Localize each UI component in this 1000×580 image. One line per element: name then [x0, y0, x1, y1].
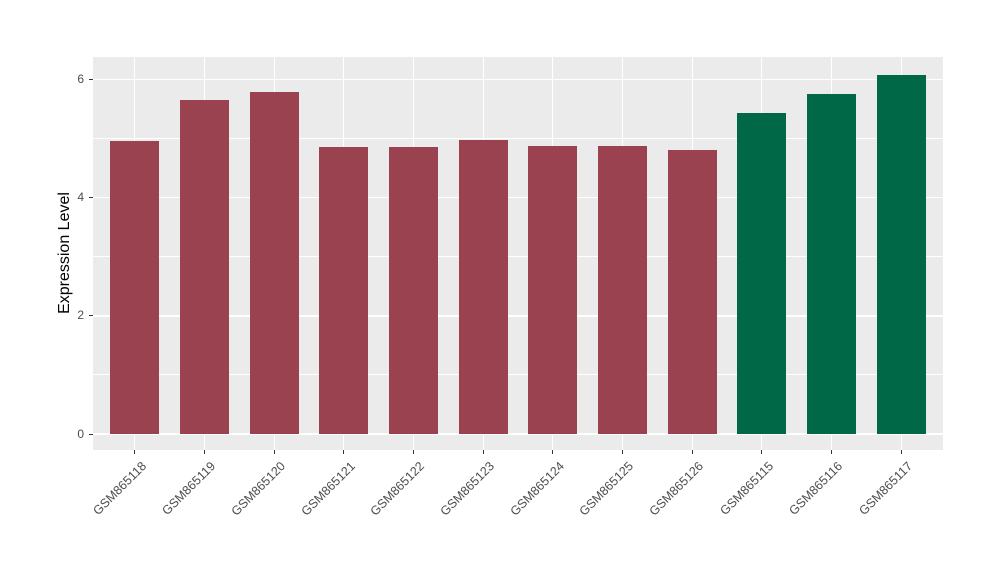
bar-GSM865119	[180, 99, 229, 435]
x-tick	[343, 450, 345, 454]
bar-GSM865126	[667, 149, 717, 435]
bar-GSM865117	[876, 74, 926, 435]
x-tick-label: GSM865125	[576, 459, 637, 519]
x-tick-label: GSM865126	[646, 459, 707, 519]
y-tick	[89, 433, 93, 435]
x-tick	[203, 450, 206, 454]
major-gridline	[93, 315, 943, 317]
y-tick	[89, 197, 93, 199]
minor-gridline	[93, 138, 943, 139]
y-tick-label: 4	[77, 190, 84, 205]
x-tick	[761, 450, 763, 454]
bar-GSM865121	[319, 147, 369, 435]
bar-GSM865123	[458, 139, 508, 435]
major-gridline	[93, 196, 943, 199]
major-gridline	[93, 433, 943, 435]
bar-GSM865116	[807, 93, 856, 435]
x-tick-label: GSM865117	[856, 459, 916, 518]
x-tick	[482, 450, 484, 454]
bar-GSM865125	[598, 145, 647, 435]
y-tick	[89, 78, 93, 81]
x-tick	[622, 450, 624, 454]
x-tick-label: GSM865121	[298, 459, 358, 519]
x-tick	[831, 450, 833, 454]
x-tick	[412, 450, 415, 454]
y-tick-label: 2	[77, 308, 84, 323]
major-gridline	[93, 78, 943, 81]
x-tick-label: GSM865123	[437, 459, 498, 519]
x-tick-label: GSM865118	[89, 459, 149, 518]
y-axis-title: Expression Level	[56, 191, 73, 314]
bar-GSM865118	[110, 140, 160, 435]
bar-GSM865120	[249, 92, 299, 435]
minor-gridline	[93, 256, 943, 258]
bar-GSM865122	[389, 146, 438, 435]
x-tick-label: GSM865124	[507, 459, 567, 519]
y-tick-label: 6	[77, 71, 84, 86]
plot-panel	[93, 57, 943, 450]
x-tick	[552, 450, 554, 454]
bar-GSM865124	[528, 145, 578, 435]
x-tick	[273, 450, 275, 454]
minor-gridline	[93, 374, 943, 376]
y-tick-label: 0	[77, 426, 84, 441]
x-tick	[900, 450, 902, 454]
y-tick	[89, 315, 93, 317]
bar-GSM865115	[737, 113, 787, 435]
x-tick-label: GSM865115	[716, 459, 776, 518]
x-tick	[691, 450, 693, 454]
x-tick-label: GSM865120	[228, 459, 289, 519]
x-tick-label: GSM865119	[159, 459, 219, 518]
x-tick-label: GSM865122	[367, 459, 428, 519]
x-tick-label: GSM865116	[786, 459, 846, 518]
x-tick	[134, 450, 136, 454]
